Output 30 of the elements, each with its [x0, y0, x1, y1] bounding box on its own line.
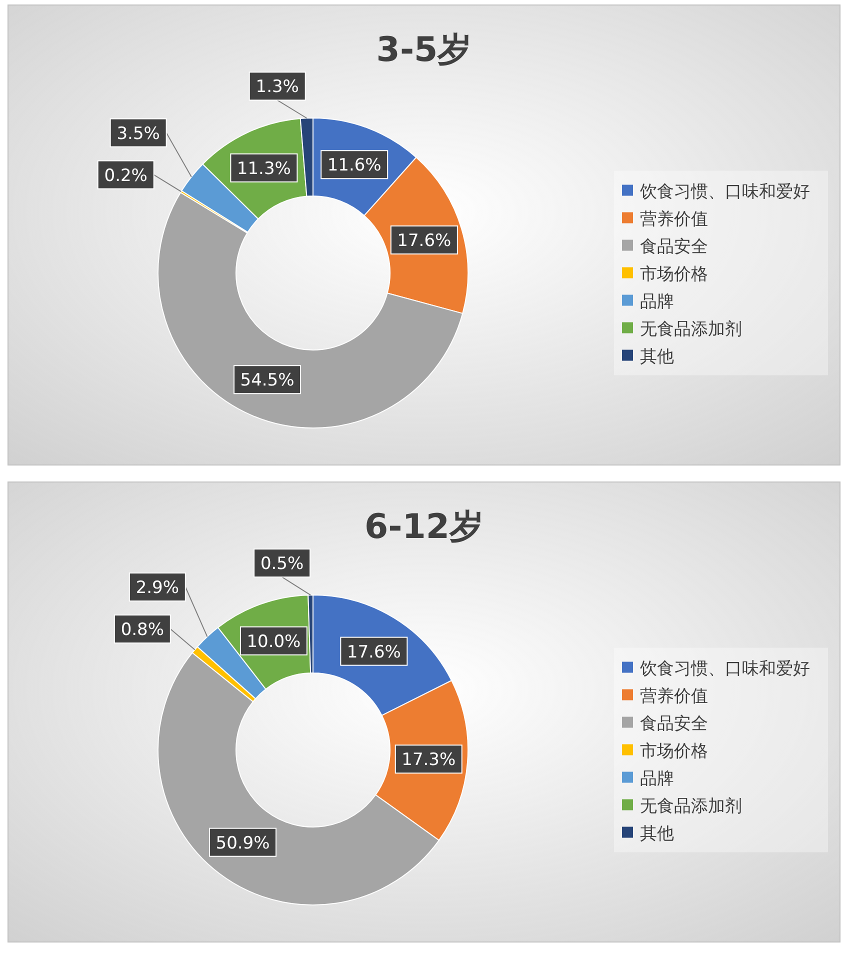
data-label: 17.3% — [402, 750, 456, 770]
data-label: 17.6% — [397, 230, 452, 251]
legend-label: 其他 — [640, 824, 674, 844]
legend-label: 无食品添加剂 — [640, 796, 742, 816]
data-label: 3.5% — [116, 124, 160, 144]
data-label: 0.2% — [104, 166, 148, 186]
data-label: 17.6% — [346, 642, 401, 662]
chart-title: 3-5岁 — [376, 30, 472, 70]
data-label: 1.3% — [256, 77, 299, 98]
legend-label: 食品安全 — [640, 236, 708, 257]
legend-label: 饮食习惯、口味和爱好 — [639, 182, 810, 202]
data-label: 11.3% — [236, 158, 291, 179]
data-label: 2.9% — [136, 578, 180, 598]
data-label: 54.5% — [240, 370, 294, 391]
data-label: 0.5% — [260, 554, 304, 574]
data-label: 0.8% — [120, 620, 164, 640]
legend-label: 无食品添加剂 — [640, 319, 742, 340]
chart-title: 6-12岁 — [364, 507, 484, 547]
legend-label: 其他 — [640, 346, 674, 367]
data-label: 10.0% — [246, 632, 301, 652]
legend-label: 饮食习惯、口味和爱好 — [639, 658, 810, 679]
legend-label: 市场价格 — [640, 741, 708, 762]
data-label: 11.6% — [327, 156, 382, 176]
legend-label: 食品安全 — [640, 714, 708, 734]
legend-label: 营养价值 — [640, 686, 708, 706]
legend-label: 营养价值 — [640, 209, 708, 230]
legend-label: 品牌 — [640, 292, 674, 312]
data-label: 50.9% — [216, 833, 270, 854]
legend-label: 品牌 — [640, 768, 674, 789]
legend-label: 市场价格 — [640, 264, 708, 284]
